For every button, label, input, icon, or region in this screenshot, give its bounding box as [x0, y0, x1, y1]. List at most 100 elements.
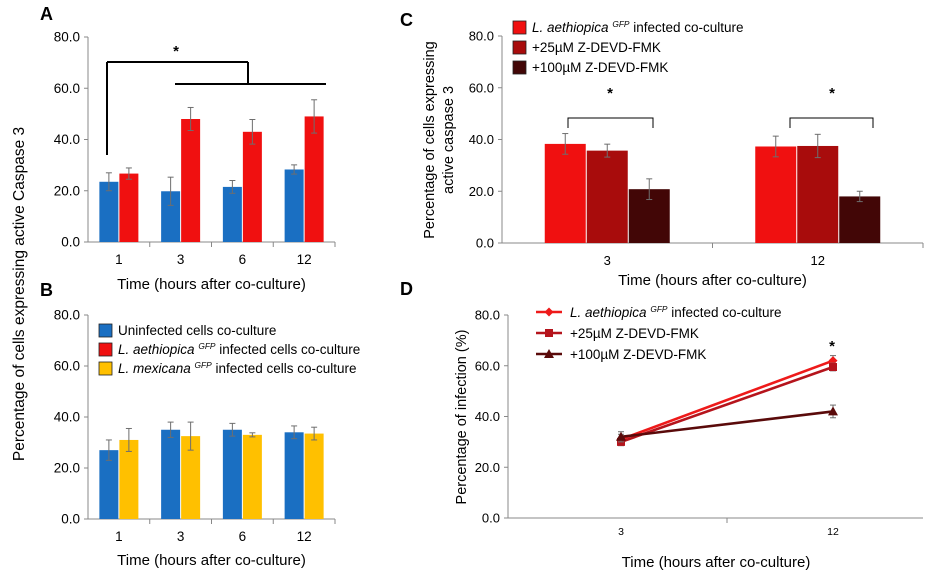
panel-d-x-tick-label: 12 [827, 526, 839, 538]
panel-c: 0.0 20.0 40.0 60.0 80.0 3 12 Time (hours after … [422, 19, 924, 289]
panel-a: 0.0 20.0 40.0 60.0 80.0 1 3 6 12 Time (hours afte… [54, 30, 336, 293]
panel-d-y-tick-label: 20.0 [475, 460, 500, 475]
panel-d-legend-entry: +25µM Z-DEVD-FMK [570, 326, 699, 341]
panel-d-y-tick-label: 80.0 [475, 308, 500, 323]
panel-a-bar [284, 169, 304, 242]
panel-b-x-tick-label: 3 [177, 529, 185, 544]
panel-a-x-tick-label: 12 [297, 252, 312, 267]
panel-a-x-tick-label: 6 [239, 252, 247, 267]
panel-d-point [828, 406, 838, 416]
panel-d-significance-star: * [829, 338, 835, 355]
panel-letter-a: A [40, 4, 53, 24]
panel-d-y-tick-label: 0.0 [482, 511, 500, 526]
panel-c-legend-entry-text: +100µM Z-DEVD-FMK [532, 60, 668, 75]
panel-b-y-tick-label: 40.0 [54, 410, 80, 425]
panel-b-legend-entry: L. mexicana GFP infected cells co-cultur… [118, 360, 357, 376]
panel-b-bar [181, 436, 201, 519]
panel-b-y-tick-label: 0.0 [61, 512, 80, 527]
panel-d-legend-marker [545, 329, 553, 337]
panel-c-significance-bracket [789, 117, 874, 128]
panel-c-significance-star: * [607, 85, 613, 102]
panel-b-x-tick-label: 1 [115, 529, 123, 544]
panel-b-legend-entry: L. aethiopica GFP infected cells co-cult… [118, 341, 360, 357]
panel-d-legend-marker [544, 349, 554, 358]
panel-d-legend-entry-suffix: infected co-culture [668, 305, 782, 320]
panel-d-x-tick-label: 3 [618, 526, 624, 538]
panel-d-series-line [620, 365, 834, 444]
panel-a-y-tick-label: 20.0 [54, 183, 80, 198]
panel-c-bar [586, 150, 628, 243]
panel-b-x-tick-label: 12 [297, 529, 312, 544]
panel-d-y-tick-label: 40.0 [475, 409, 500, 424]
panel-letter-d: D [400, 279, 413, 299]
panel-c-bar [839, 196, 881, 243]
panel-b-bar [119, 439, 139, 519]
panel-c-bar [797, 145, 839, 243]
panel-b-legend-swatch [98, 361, 113, 376]
panel-b-legend-entry-suffix: infected cells co-culture [212, 361, 357, 376]
panel-d-point [616, 431, 626, 441]
panel-c-y-axis-label-line1: Percentage of cells expressing [422, 41, 438, 238]
panel-b-legend-entry-text: L. aethiopica [118, 342, 198, 357]
panel-b-x-axis-label: Time (hours after co-culture) [117, 552, 306, 569]
panel-c-x-tick-label: 3 [604, 253, 611, 268]
panel-d-legend-marker [544, 307, 554, 317]
panel-d-legend-entry-superscript: GFP [650, 304, 668, 314]
panel-c-x-axis-label: Time (hours after co-culture) [618, 272, 807, 289]
panel-a-y-tick-label: 60.0 [54, 81, 80, 96]
panel-d-legend-entry: L. aethiopica GFP infected co-culture [570, 304, 782, 320]
panel-c-significance-bracket [567, 117, 654, 128]
panel-a-y-tick-label: 40.0 [54, 132, 80, 147]
panel-b-legend-entry-superscript: GFP [198, 341, 216, 351]
panel-a-bar [99, 181, 119, 242]
panel-b-legend-swatch [98, 342, 113, 357]
panel-b-bar [304, 433, 324, 519]
panel-a-bar [161, 191, 181, 242]
panel-b-y-tick-label: 20.0 [54, 461, 80, 476]
panel-c-y-tick-label: 40.0 [469, 132, 494, 147]
panel-b-y-tick-label: 80.0 [54, 308, 80, 323]
panel-a-bar [119, 173, 139, 242]
panel-b-legend-entry-superscript: GFP [195, 360, 213, 370]
shared-y-axis-label: Percentage of cells expressing active Ca… [11, 127, 28, 461]
panel-c-legend-entry: +100µM Z-DEVD-FMK [532, 60, 668, 75]
panel-b: 0.0 20.0 40.0 60.0 80.0 1 3 6 12 Time (hours afte… [54, 308, 361, 570]
panel-c-y-axis-label-line2: active caspase 3 [441, 86, 457, 194]
panel-b-bar [242, 434, 262, 519]
panel-b-legend-entry-text: L. mexicana [118, 361, 195, 376]
panel-a-x-tick-label: 3 [177, 252, 185, 267]
panel-letter-b: B [40, 280, 53, 300]
panel-a-bar [222, 186, 242, 242]
panel-a-y-tick-label: 0.0 [61, 235, 80, 250]
panel-a-bar [304, 116, 324, 242]
panel-c-significance-star: * [829, 85, 835, 102]
panel-c-y-tick-label: 0.0 [476, 236, 494, 251]
panel-d-y-tick-label: 60.0 [475, 358, 500, 373]
panel-c-bar [544, 143, 586, 243]
panel-b-legend-entry-suffix: infected cells co-culture [216, 342, 361, 357]
panel-c-legend-entry-text: +25µM Z-DEVD-FMK [532, 40, 661, 55]
panel-a-significance-star: * [173, 43, 179, 60]
panel-d-series-line [620, 410, 834, 439]
panel-d-legend-entry-text: +25µM Z-DEVD-FMK [570, 326, 699, 341]
panel-b-legend-entry: Uninfected cells co-culture [118, 323, 276, 338]
panel-d: 0.0 20.0 40.0 60.0 80.0 3 12 Time (hours after … [454, 304, 923, 571]
panel-b-bar [161, 429, 181, 519]
panel-b-y-tick-label: 60.0 [54, 359, 80, 374]
panel-a-bar [181, 119, 201, 242]
panel-b-legend-entry-text: Uninfected cells co-culture [118, 323, 276, 338]
panel-a-y-tick-label: 80.0 [54, 30, 80, 45]
panel-c-legend-entry-superscript: GFP [612, 19, 630, 29]
panel-letter-c: C [400, 10, 413, 30]
panel-a-bar [242, 131, 262, 242]
panel-d-y-axis-label: Percentage of infection (%) [454, 330, 470, 505]
panel-c-y-tick-label: 20.0 [469, 184, 494, 199]
panel-d-series-line [620, 359, 834, 441]
panel-a-x-axis-label: Time (hours after co-culture) [117, 276, 306, 293]
panel-b-bar [284, 432, 304, 519]
panel-c-y-tick-label: 80.0 [469, 29, 494, 44]
panel-a-x-tick-label: 1 [115, 252, 123, 267]
panel-c-legend-swatch [512, 20, 527, 35]
panel-d-legend-entry-text: +100µM Z-DEVD-FMK [570, 347, 706, 362]
panel-d-x-axis-label: Time (hours after co-culture) [622, 554, 811, 571]
